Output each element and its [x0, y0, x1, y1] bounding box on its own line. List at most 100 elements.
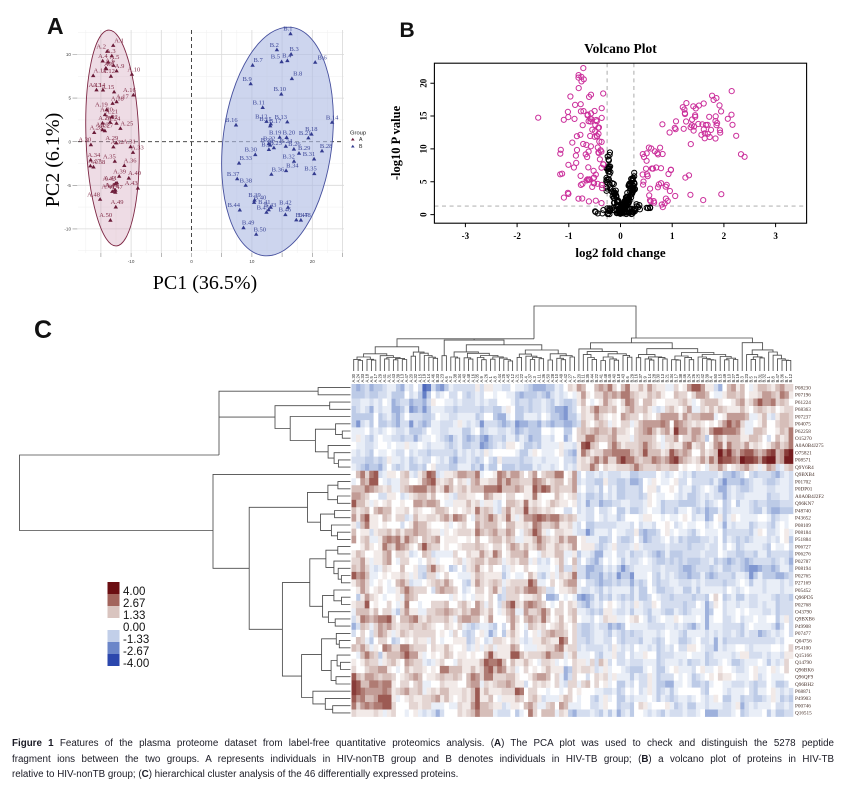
svg-text:Q9Y6R4: Q9Y6R4	[795, 465, 814, 471]
svg-text:A.49: A.49	[559, 373, 564, 382]
svg-text:Q15166: Q15166	[795, 653, 812, 659]
svg-text:Volcano Plot: Volcano Plot	[584, 41, 657, 56]
svg-text:B.18: B.18	[616, 373, 621, 382]
svg-text:A.3: A.3	[532, 376, 537, 383]
svg-text:B.32: B.32	[282, 153, 294, 160]
svg-text:A.22: A.22	[519, 373, 524, 382]
svg-text:3: 3	[773, 231, 778, 241]
svg-text:A.8: A.8	[492, 376, 497, 383]
svg-text:B.33: B.33	[240, 155, 252, 162]
svg-text:P06276: P06276	[795, 552, 811, 558]
svg-text:A.2: A.2	[96, 43, 106, 50]
svg-text:B.43: B.43	[264, 202, 276, 209]
svg-text:B.6: B.6	[317, 54, 327, 61]
svg-text:B.10: B.10	[274, 86, 286, 93]
svg-text:P68363: P68363	[795, 407, 811, 413]
svg-text:P05452: P05452	[795, 588, 811, 594]
svg-text:B.1: B.1	[766, 376, 771, 383]
svg-text:A.36: A.36	[541, 373, 546, 382]
svg-text:A.11: A.11	[537, 374, 542, 383]
svg-text:P27169: P27169	[795, 581, 811, 587]
svg-text:Q96PD5: Q96PD5	[795, 595, 814, 601]
svg-text:A.50: A.50	[99, 212, 112, 219]
svg-text:A.37: A.37	[528, 373, 533, 382]
svg-text:A.27: A.27	[100, 123, 114, 130]
svg-text:B.46: B.46	[682, 373, 687, 382]
svg-text:B.2: B.2	[753, 376, 758, 383]
svg-text:A.27: A.27	[567, 373, 572, 382]
svg-text:B.7: B.7	[784, 376, 789, 383]
svg-text:B.35: B.35	[585, 373, 590, 382]
svg-text:A.11: A.11	[94, 68, 107, 75]
svg-text:Q96BH2: Q96BH2	[795, 682, 814, 688]
svg-text:A.12: A.12	[510, 373, 515, 382]
svg-text:A.16: A.16	[123, 87, 137, 94]
svg-text:A.12: A.12	[102, 68, 115, 75]
svg-text:A.30: A.30	[351, 373, 356, 382]
svg-text:B.4: B.4	[282, 53, 292, 60]
svg-text:A.23: A.23	[439, 373, 444, 382]
svg-text:A.29: A.29	[105, 135, 118, 142]
svg-text:B.48: B.48	[298, 212, 310, 219]
svg-text:B.24: B.24	[687, 373, 692, 382]
svg-text:20: 20	[418, 78, 428, 88]
svg-text:B.15: B.15	[259, 116, 271, 123]
svg-text:PC1 (36.5%): PC1 (36.5%)	[153, 272, 257, 294]
svg-text:B.48: B.48	[603, 373, 608, 382]
svg-text:A.19: A.19	[422, 373, 427, 382]
svg-text:P08230: P08230	[795, 385, 811, 391]
svg-text:B: B	[359, 144, 363, 150]
svg-text:A.25: A.25	[120, 120, 133, 127]
svg-text:B.25: B.25	[696, 373, 701, 382]
svg-text:B.37: B.37	[227, 171, 240, 178]
svg-text:B.16: B.16	[225, 117, 238, 124]
svg-text:B.7: B.7	[253, 57, 263, 64]
svg-text:P07477: P07477	[795, 631, 811, 637]
svg-text:B.6: B.6	[625, 376, 630, 383]
svg-text:A.30: A.30	[78, 137, 91, 144]
svg-text:A.9: A.9	[115, 63, 125, 70]
svg-text:A.43: A.43	[391, 373, 396, 382]
svg-text:B.10: B.10	[726, 373, 731, 382]
svg-text:A.4: A.4	[98, 53, 108, 60]
svg-text:A: A	[359, 137, 363, 143]
svg-text:A.46: A.46	[101, 183, 115, 190]
svg-text:A.44: A.44	[105, 182, 119, 189]
svg-text:A.42: A.42	[563, 373, 568, 382]
svg-text:A.49: A.49	[111, 199, 124, 206]
svg-text:B.34: B.34	[669, 373, 674, 382]
svg-text:A.19: A.19	[95, 102, 108, 109]
svg-text:B.24: B.24	[280, 138, 293, 145]
svg-text:B.39: B.39	[704, 373, 709, 382]
svg-text:A.26: A.26	[484, 373, 489, 382]
svg-text:P68871: P68871	[795, 689, 811, 695]
svg-text:B.41: B.41	[258, 199, 270, 206]
svg-text:B.39: B.39	[248, 192, 260, 199]
svg-text:A.37: A.37	[88, 158, 102, 165]
svg-text:10: 10	[66, 52, 72, 57]
svg-text:O43790: O43790	[795, 610, 812, 616]
svg-text:B.45: B.45	[607, 373, 612, 382]
svg-text:B.32: B.32	[762, 373, 767, 382]
svg-text:A.31: A.31	[386, 373, 391, 382]
svg-text:A.41: A.41	[382, 373, 387, 382]
svg-text:A.35: A.35	[103, 153, 116, 160]
svg-text:B.29: B.29	[298, 145, 310, 152]
svg-text:A.22: A.22	[105, 114, 118, 121]
svg-text:log2 fold change: log2 fold change	[575, 245, 666, 260]
svg-text:B.36: B.36	[779, 373, 784, 382]
svg-text:B.1: B.1	[283, 26, 292, 33]
svg-text:B.50: B.50	[713, 373, 718, 382]
svg-text:B.9: B.9	[242, 76, 251, 83]
svg-text:O75821: O75821	[795, 451, 812, 457]
svg-text:A.21: A.21	[515, 373, 520, 382]
svg-text:A.15: A.15	[417, 373, 422, 382]
svg-text:B.17: B.17	[673, 373, 678, 382]
svg-text:B.21: B.21	[665, 373, 670, 382]
svg-text:B.40: B.40	[612, 373, 617, 382]
svg-text:A.17: A.17	[116, 94, 130, 101]
svg-text:O15270: O15270	[795, 436, 812, 442]
svg-text:A.13: A.13	[400, 373, 405, 382]
svg-text:B.13: B.13	[660, 373, 665, 382]
svg-text:A.26: A.26	[96, 122, 110, 129]
